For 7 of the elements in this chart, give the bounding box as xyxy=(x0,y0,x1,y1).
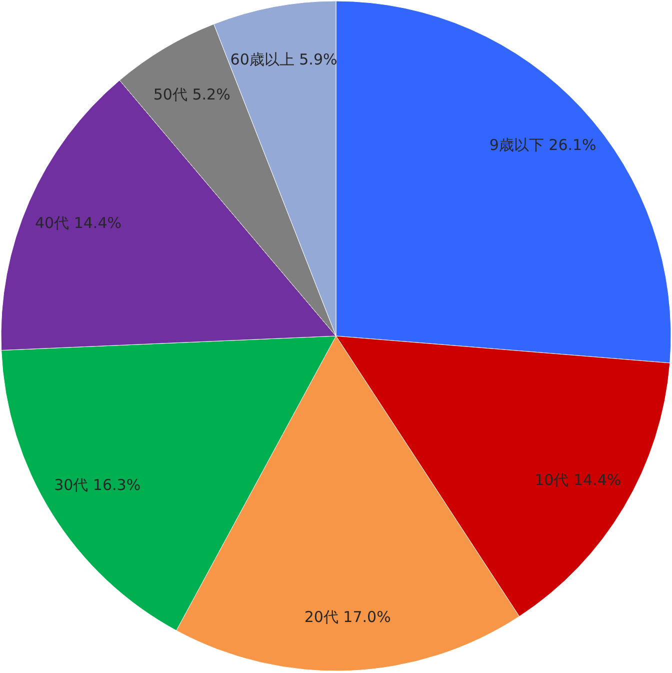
slice-label: 40代 14.4% xyxy=(34,214,122,232)
slice-label: 10代 14.4% xyxy=(534,470,622,489)
slice-label: 60歳以上 5.9% xyxy=(230,50,338,68)
slice-label: 20代 17.0% xyxy=(304,608,391,626)
slice-label: 9歳以下 26.1% xyxy=(489,136,596,154)
slice-label: 30代 16.3% xyxy=(54,476,141,494)
slice-label: 50代 5.2% xyxy=(153,85,230,104)
